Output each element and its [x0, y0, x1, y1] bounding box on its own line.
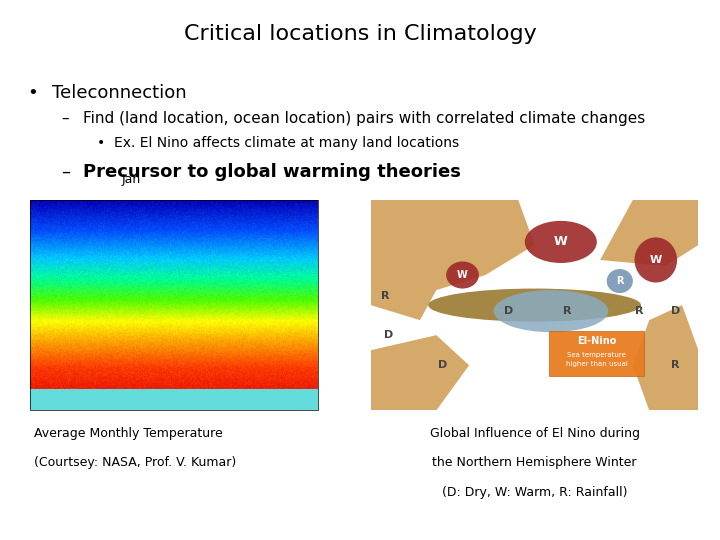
Text: R: R	[563, 306, 572, 316]
Text: Sea temperature: Sea temperature	[567, 352, 626, 357]
Text: W: W	[554, 235, 567, 248]
Text: Precursor to global warming theories: Precursor to global warming theories	[83, 163, 461, 181]
Text: higher than usual: higher than usual	[566, 361, 628, 367]
Text: R: R	[616, 276, 624, 286]
Text: D: D	[384, 330, 393, 340]
Text: El-Nino: El-Nino	[577, 336, 616, 346]
Text: –: –	[61, 111, 69, 126]
Text: (Courtsey: NASA, Prof. V. Kumar): (Courtsey: NASA, Prof. V. Kumar)	[34, 456, 236, 469]
Text: the Northern Hemisphere Winter: the Northern Hemisphere Winter	[432, 456, 637, 469]
Ellipse shape	[494, 290, 608, 332]
Text: Global Influence of El Nino during: Global Influence of El Nino during	[430, 427, 639, 440]
Text: •: •	[27, 84, 38, 102]
Text: R: R	[671, 360, 680, 370]
Text: D: D	[438, 360, 448, 370]
Text: •: •	[97, 136, 105, 150]
Ellipse shape	[607, 269, 633, 293]
Ellipse shape	[446, 261, 479, 288]
Text: Ex. El Nino affects climate at many land locations: Ex. El Nino affects climate at many land…	[114, 136, 459, 150]
Text: Critical locations in Climatology: Critical locations in Climatology	[184, 24, 536, 44]
Text: W: W	[649, 255, 662, 265]
Text: –: –	[61, 163, 71, 181]
Text: R: R	[382, 291, 390, 301]
Ellipse shape	[634, 238, 677, 282]
FancyBboxPatch shape	[549, 330, 644, 376]
Ellipse shape	[525, 221, 597, 263]
Text: W: W	[457, 270, 468, 280]
Text: Average Monthly Temperature: Average Monthly Temperature	[34, 427, 222, 440]
Polygon shape	[600, 200, 698, 266]
Ellipse shape	[428, 288, 641, 322]
Text: Find (land location, ocean location) pairs with correlated climate changes: Find (land location, ocean location) pai…	[83, 111, 645, 126]
Polygon shape	[633, 305, 698, 410]
Text: Jan: Jan	[122, 173, 140, 186]
Text: R: R	[635, 306, 644, 316]
Polygon shape	[371, 335, 469, 410]
Text: Teleconnection: Teleconnection	[52, 84, 186, 102]
Text: D: D	[504, 306, 513, 316]
Polygon shape	[371, 200, 534, 320]
Text: D: D	[671, 306, 680, 316]
Text: (D: Dry, W: Warm, R: Rainfall): (D: Dry, W: Warm, R: Rainfall)	[442, 486, 627, 499]
